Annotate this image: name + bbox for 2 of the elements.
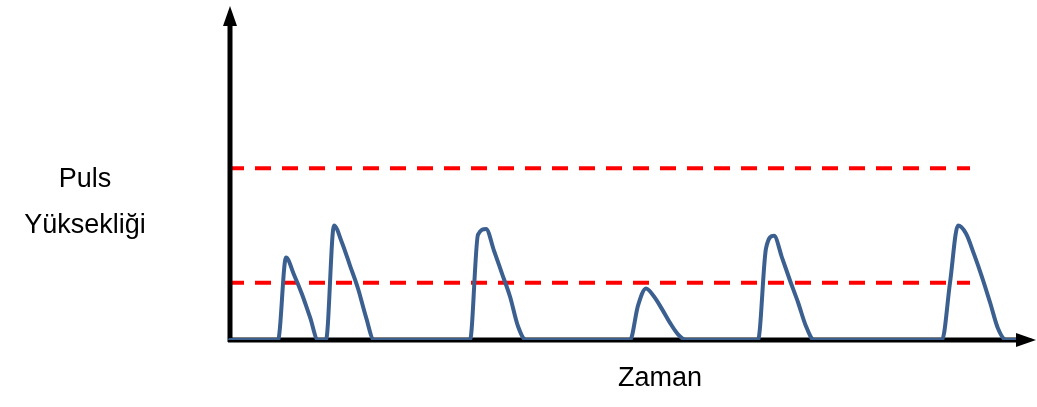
y-axis-title: Puls Yüksekliği bbox=[23, 162, 147, 241]
x-axis-title: Zaman bbox=[616, 362, 703, 393]
